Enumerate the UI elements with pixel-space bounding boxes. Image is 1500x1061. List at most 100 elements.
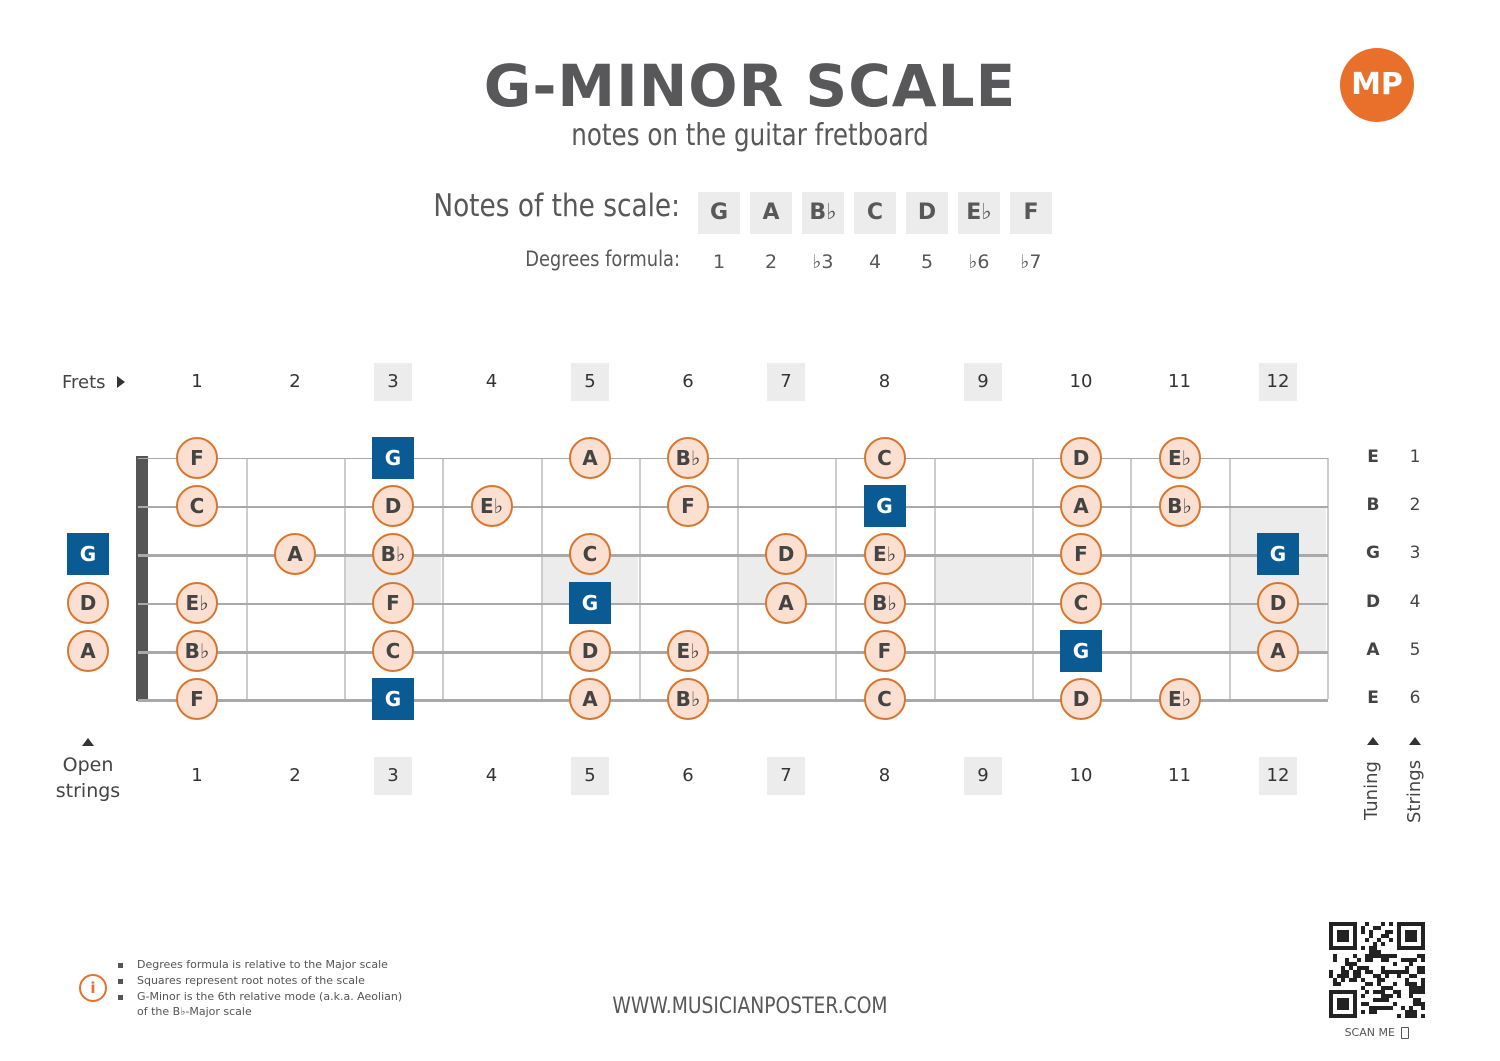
fret-wire	[1327, 458, 1329, 699]
open-strings-label: Open strings	[55, 754, 121, 802]
scale-note-circle: E♭	[1158, 678, 1201, 720]
scale-note-circle: A	[765, 581, 807, 624]
string-number: 3	[1409, 543, 1421, 564]
fret-number-top: 5	[571, 363, 609, 401]
scale-note-circle: C	[176, 485, 218, 528]
scale-note-circle: F	[176, 678, 218, 720]
scale-note-circle: A	[1257, 629, 1299, 672]
info-line: Degrees formula is relative to the Major…	[118, 958, 388, 971]
tuning-label: Tuning	[1361, 761, 1382, 820]
fret-number-top: 4	[485, 371, 498, 392]
scale-degree: ♭3	[812, 251, 834, 273]
website-link[interactable]: WWW.MUSICIANPOSTER.COM	[612, 994, 888, 1019]
root-note-square: G	[569, 581, 611, 624]
degrees-formula-label: Degrees formula:	[525, 247, 680, 271]
triangle-up-icon	[1409, 737, 1421, 745]
scale-note-circle: E♭	[1158, 437, 1201, 479]
guitar-string	[138, 554, 1328, 557]
open-note-circle: A	[67, 629, 109, 672]
fret-wire	[639, 458, 641, 699]
root-note-square: G	[1257, 533, 1299, 576]
info-line: G-Minor is the 6th relative mode (a.k.a.…	[118, 990, 402, 1003]
fret-number-bottom: 1	[191, 765, 203, 786]
fret-number-top: 12	[1259, 363, 1297, 401]
scale-note-circle: E♭	[667, 629, 709, 672]
frets-label: Frets	[62, 372, 126, 393]
fret-number-top: 1	[191, 371, 203, 392]
fret-number-top: 11	[1168, 371, 1191, 392]
scale-note-circle: A	[1060, 485, 1102, 528]
scale-note-circle: D	[765, 533, 807, 576]
info-icon: i	[79, 974, 107, 1002]
fret-inlay-double	[1230, 506, 1326, 651]
tuning-note: D	[1365, 591, 1381, 612]
page-title: G-MINOR SCALE	[483, 52, 1017, 120]
fret-wire	[737, 458, 739, 699]
scale-note-circle: D	[1060, 437, 1102, 479]
tuning-note: A	[1366, 639, 1380, 660]
tuning-note: E	[1367, 447, 1379, 467]
triangle-up-icon	[1367, 737, 1379, 745]
guitar-string	[138, 602, 1328, 606]
scale-note-circle: C	[372, 629, 414, 672]
page-subtitle: notes on the guitar fretboard	[571, 118, 929, 153]
fret-number-bottom: 9	[964, 757, 1002, 795]
tuning-note: B	[1366, 495, 1380, 516]
scale-note-box: A	[750, 192, 792, 234]
fret-number-top: 10	[1069, 371, 1093, 392]
fret-number-top: 9	[964, 363, 1002, 401]
scale-note-circle: D	[372, 485, 414, 528]
fret-number-bottom: 2	[289, 765, 301, 786]
scale-degree: 4	[868, 251, 882, 273]
tuning-note: E	[1367, 688, 1379, 708]
fret-number-bottom: 12	[1259, 757, 1297, 795]
scale-note-circle: E♭	[176, 581, 218, 624]
fret-number-top: 7	[767, 363, 805, 401]
info-line: of the B♭-Major scale	[137, 1005, 252, 1018]
notes-of-scale-label: Notes of the scale:	[433, 188, 680, 224]
strings-label: Strings	[1404, 759, 1425, 823]
scale-note-circle: B♭	[176, 629, 218, 672]
fret-number-top: 2	[289, 371, 301, 392]
scale-note-circle: E♭	[863, 533, 906, 576]
triangle-right-icon	[117, 376, 126, 388]
guitar-string	[138, 458, 1328, 460]
string-number: 5	[1409, 639, 1421, 660]
scale-degree: 1	[712, 251, 726, 273]
scale-note-circle: B♭	[372, 533, 414, 576]
scale-degree: ♭6	[968, 251, 990, 273]
scale-note-circle: F	[372, 581, 414, 624]
scale-note-circle: F	[863, 629, 906, 672]
scale-note-circle: B♭	[667, 678, 709, 720]
guitar-string	[138, 506, 1328, 508]
scale-note-circle: E♭	[470, 485, 513, 528]
scale-note-box: D	[906, 192, 948, 234]
scale-note-circle: B♭	[863, 581, 906, 624]
fret-inlay	[935, 554, 1031, 603]
scale-note-circle: C	[863, 678, 906, 720]
scale-note-circle: A	[569, 437, 611, 479]
scale-note-circle: A	[569, 678, 611, 720]
guitar-string	[138, 650, 1328, 654]
scale-note-circle: B♭	[1158, 485, 1201, 528]
fret-number-top: 8	[878, 371, 891, 392]
scale-note-circle: F	[667, 485, 709, 528]
fret-number-bottom: 8	[878, 765, 891, 786]
guitar-nut	[136, 456, 148, 701]
info-line: Squares represent root notes of the scal…	[118, 974, 365, 987]
scan-me-label: SCAN ME	[1330, 1026, 1424, 1039]
string-number: 1	[1409, 447, 1421, 467]
fret-number-bottom: 3	[374, 757, 412, 795]
brand-logo[interactable]: MP	[1340, 48, 1414, 122]
phone-icon	[1401, 1027, 1410, 1039]
fret-number-bottom: 11	[1168, 765, 1191, 786]
scale-note-box: E♭	[958, 192, 1000, 234]
scale-note-circle: F	[176, 437, 218, 479]
qr-code[interactable]	[1329, 922, 1425, 1018]
fret-number-bottom: 7	[767, 757, 805, 795]
scale-note-circle: D	[1060, 678, 1102, 720]
fret-wire	[1130, 458, 1132, 699]
fret-wire	[1032, 458, 1034, 699]
open-note-circle: D	[67, 581, 109, 624]
fret-number-top: 6	[682, 371, 694, 392]
